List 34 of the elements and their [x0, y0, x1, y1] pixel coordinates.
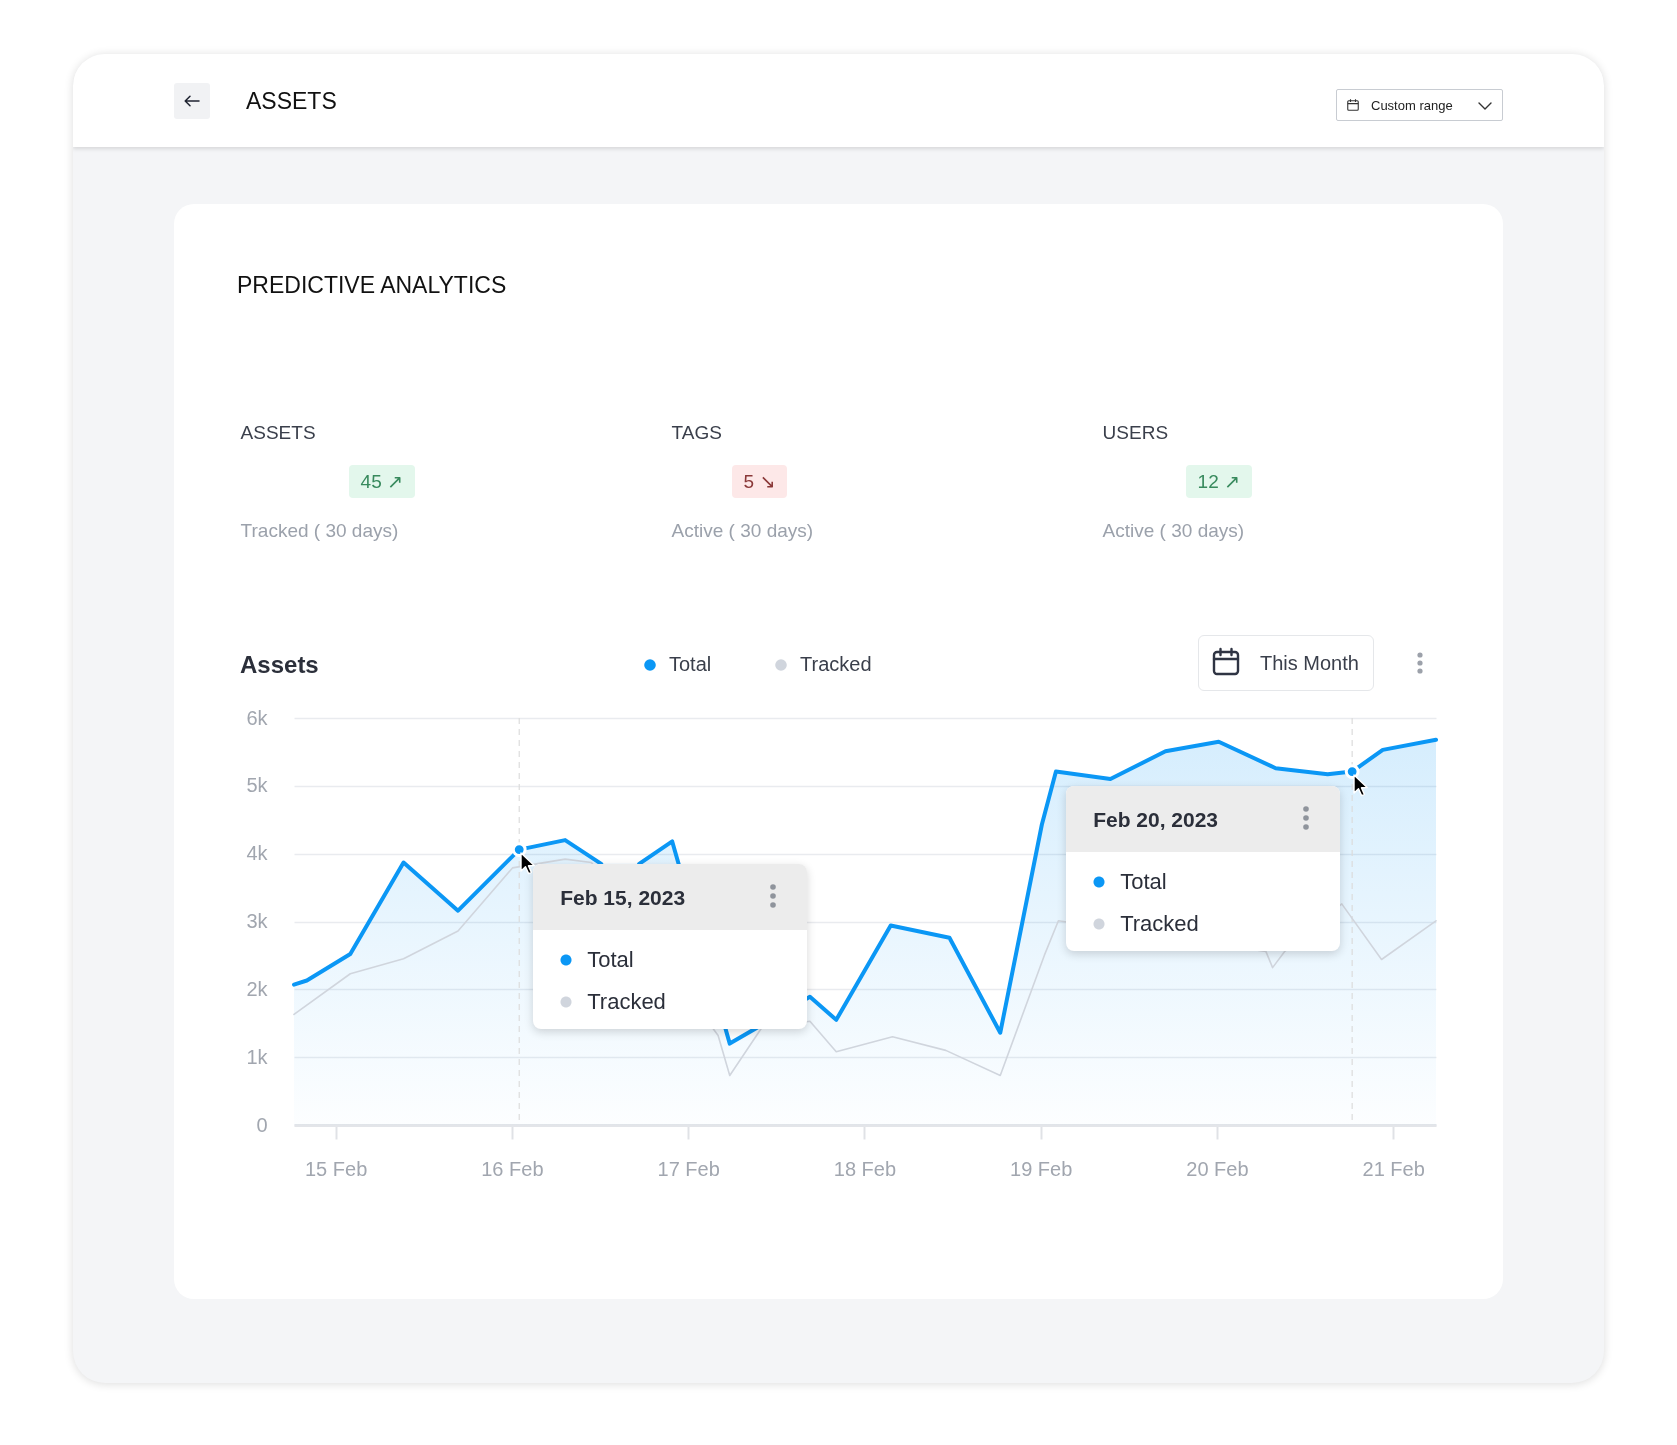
x-tick-label: 17 Feb [657, 1157, 720, 1180]
x-tick-label: 19 Feb [1010, 1157, 1073, 1180]
text: PREDICTIVE ANALYTICS [237, 272, 507, 298]
x-tick-label: 21 Feb [1362, 1157, 1425, 1180]
legend-label: Tracked [800, 653, 872, 675]
text: Active ( 30 days) [1102, 520, 1245, 541]
badge: 45 ↗ [348, 465, 415, 498]
y-tick-label: 6k [246, 706, 269, 729]
dropdown: Custom range [1336, 89, 1503, 121]
annotation: Feb 20, 2023 [1093, 807, 1219, 831]
x-tick-label: 20 Feb [1186, 1157, 1249, 1180]
badge: 12 ↗ [1185, 465, 1252, 498]
y-tick-label: 2k [246, 977, 269, 1000]
category-label: TAGS [671, 422, 722, 443]
x-tick-label: 18 Feb [833, 1157, 897, 1180]
y-tick-label: 5k [246, 774, 269, 797]
badge: 5 ↘ [731, 465, 788, 498]
x-tick-label: 16 Feb [481, 1157, 544, 1180]
y-tick-label: 0 [256, 1113, 268, 1136]
tooltip: Feb 15, 2023 Total Tracked [533, 863, 808, 1029]
x-tick-label: 15 Feb [304, 1157, 368, 1180]
chart-title: Assets [240, 651, 319, 678]
y-tick-label: 1k [246, 1045, 269, 1068]
category-label: ASSETS [240, 422, 316, 443]
legend-label: Total [669, 653, 712, 675]
y-tick-label: 4k [246, 842, 269, 865]
button: This Month [1198, 635, 1374, 691]
category-label: USERS [1102, 422, 1169, 443]
tooltip: Feb 20, 2023 Total Tracked [1066, 785, 1341, 951]
text: Active ( 30 days) [671, 520, 814, 541]
text: Tracked ( 30 days) [240, 520, 399, 541]
annotation: Feb 15, 2023 [560, 885, 686, 909]
text: ASSETS [246, 88, 337, 114]
y-tick-label: 3k [246, 910, 269, 932]
